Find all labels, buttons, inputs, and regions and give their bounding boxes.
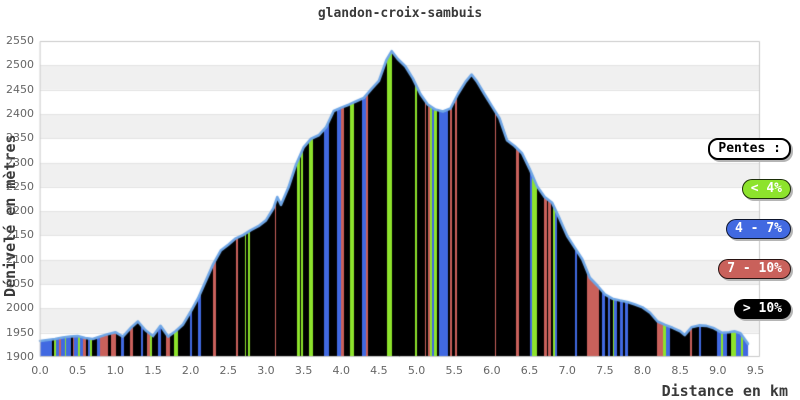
y-tick-label: 2400	[6, 106, 34, 120]
x-tick-label: 2.5	[219, 364, 238, 377]
x-tick-label: 1.5	[144, 364, 162, 377]
y-tick-label: 1900	[6, 350, 34, 363]
legend-title-badge: Pentes :	[708, 138, 791, 160]
y-tick-label: 1950	[6, 325, 34, 339]
x-tick-label: 0.0	[31, 364, 49, 377]
legend-slope-7-10-badge: 7 - 10%	[718, 259, 791, 279]
x-tick-label: 7.0	[558, 364, 576, 377]
x-tick-label: 2.0	[181, 364, 200, 377]
y-tick-label: 2250	[6, 179, 34, 193]
y-tick-label: 2300	[6, 155, 34, 169]
x-tick-label: 5.0	[407, 364, 426, 377]
x-tick-label: 4.0	[332, 364, 351, 377]
y-tick-label: 2200	[6, 204, 34, 218]
y-tick-label: 2050	[6, 277, 34, 291]
x-tick-label: 7.5	[596, 364, 614, 377]
y-tick-label: 2350	[6, 131, 34, 145]
x-tick-label: 3.5	[294, 364, 313, 377]
y-tick-label: 2450	[6, 82, 34, 96]
x-tick-label: 8.0	[633, 364, 652, 377]
y-tick-label: 2100	[6, 252, 34, 266]
x-tick-label: 5.5	[445, 364, 463, 377]
y-tick-label: 2500	[6, 58, 34, 72]
x-tick-label: 9.0	[709, 364, 727, 377]
x-tick-label: 1.0	[106, 364, 125, 377]
legend-slope-lt4-badge: < 4%	[741, 179, 791, 199]
y-tick-label: 2000	[6, 301, 34, 315]
y-tick-label: 2550	[6, 34, 34, 47]
chart-title: glandon-croix-sambuis	[317, 6, 483, 21]
x-tick-label: 6.5	[520, 364, 539, 377]
x-tick-label: 3.0	[257, 364, 275, 377]
y-tick-label: 2150	[6, 228, 34, 242]
legend-slope-4-7-badge: 4 - 7%	[726, 219, 791, 239]
legend-slope-gt10-badge: > 10%	[733, 299, 791, 319]
x-axis-label: Distance en km	[661, 382, 788, 400]
x-tick-label: 8.5	[671, 364, 689, 377]
x-tick-label: 9.5	[746, 364, 765, 377]
x-tick-label: 0.5	[68, 364, 87, 377]
x-tick-label: 4.5	[370, 364, 388, 377]
x-tick-label: 6.0	[483, 364, 501, 377]
